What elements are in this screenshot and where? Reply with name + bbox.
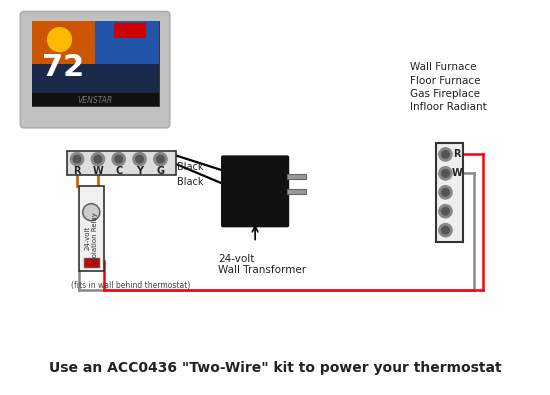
Text: VENSTAR: VENSTAR (78, 96, 113, 105)
Circle shape (115, 155, 123, 163)
Circle shape (157, 155, 164, 163)
Text: W: W (452, 168, 462, 179)
Circle shape (91, 152, 104, 166)
Bar (31, 21, 95, 64)
Circle shape (442, 226, 449, 234)
Text: Floor Furnace: Floor Furnace (410, 75, 481, 86)
Circle shape (82, 204, 100, 221)
Text: 24-volt
Wall Transformer: 24-volt Wall Transformer (218, 254, 306, 275)
Text: W: W (92, 166, 103, 175)
Text: Black: Black (178, 177, 204, 187)
Text: Infloor Radiant: Infloor Radiant (410, 102, 487, 112)
Circle shape (439, 167, 452, 180)
Bar (31, 21, 158, 106)
Text: Y: Y (136, 166, 143, 175)
Circle shape (48, 28, 72, 52)
Text: Wall Furnace: Wall Furnace (410, 62, 477, 72)
Bar (84, 258, 99, 267)
Bar (79, 186, 103, 271)
Bar (31, 59, 158, 106)
Text: C: C (115, 166, 122, 175)
Circle shape (70, 152, 84, 166)
Text: G: G (156, 166, 164, 175)
Circle shape (73, 155, 81, 163)
Text: R: R (453, 149, 460, 160)
Circle shape (439, 148, 452, 161)
Text: 72: 72 (42, 53, 85, 82)
Bar (287, 190, 306, 194)
Circle shape (439, 186, 452, 199)
Circle shape (133, 152, 146, 166)
Circle shape (439, 205, 452, 218)
Bar (436, 143, 463, 243)
Text: 24-volt
Isolation Relay: 24-volt Isolation Relay (85, 212, 98, 263)
Text: Gas Fireplace: Gas Fireplace (410, 89, 480, 99)
Text: Black: Black (178, 162, 204, 172)
Circle shape (94, 155, 102, 163)
Text: (fits in wall behind thermostat): (fits in wall behind thermostat) (72, 280, 191, 290)
Bar (31, 93, 158, 106)
Circle shape (439, 224, 452, 237)
Circle shape (442, 207, 449, 215)
Circle shape (112, 152, 125, 166)
Circle shape (154, 152, 167, 166)
FancyBboxPatch shape (20, 11, 170, 128)
Circle shape (442, 188, 449, 196)
Text: R: R (73, 166, 81, 175)
Bar (67, 150, 175, 175)
Bar (95, 21, 158, 64)
Circle shape (442, 169, 449, 177)
Bar (287, 174, 306, 179)
Circle shape (442, 150, 449, 158)
FancyBboxPatch shape (221, 155, 289, 228)
Circle shape (136, 155, 144, 163)
Bar (114, 23, 146, 38)
Text: Use an ACC0436 "Two-Wire" kit to power your thermostat: Use an ACC0436 "Two-Wire" kit to power y… (49, 361, 501, 375)
